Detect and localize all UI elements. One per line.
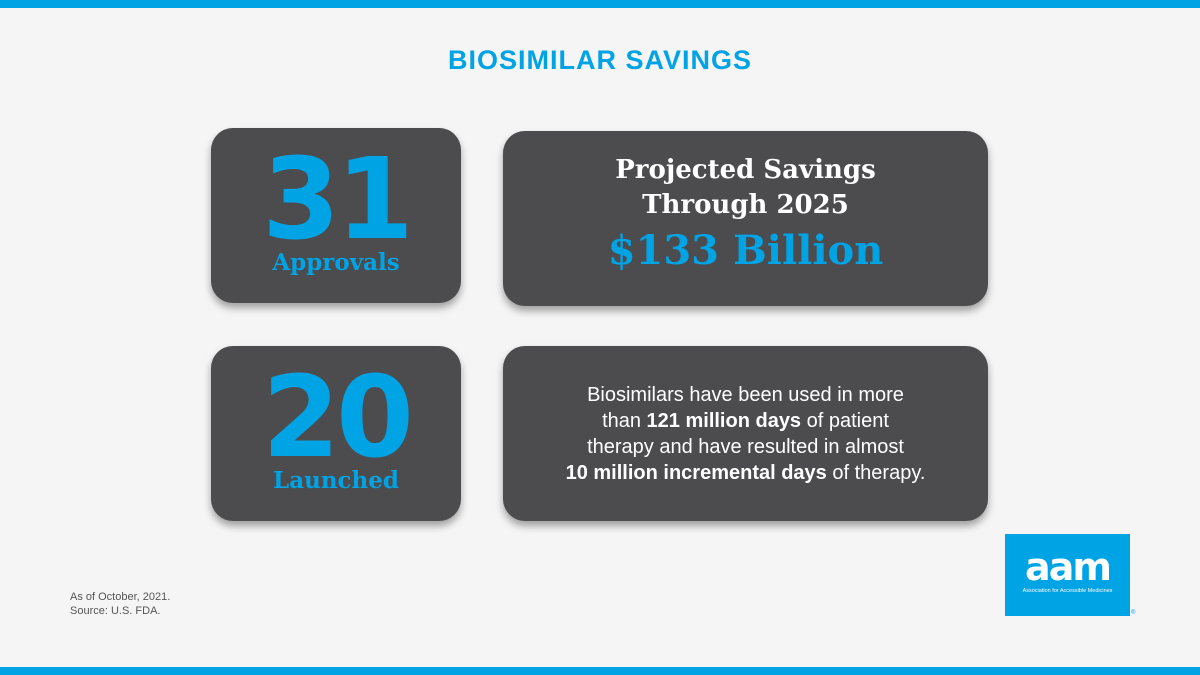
aam-logo-wordmark: aam: [1025, 545, 1112, 589]
info-days-used: 121 million days: [646, 409, 802, 432]
registered-mark: ®: [1131, 610, 1136, 616]
info-line-2: than 121 million days of patient: [566, 408, 926, 434]
info-line-2-suffix: of patient: [801, 409, 889, 432]
usage-info-text: Biosimilars have been used in more than …: [546, 382, 946, 486]
info-incremental-days: 10 million incremental days: [565, 461, 827, 484]
info-line-4-suffix: of therapy.: [826, 461, 926, 484]
savings-heading-line2: Through 2025: [642, 189, 849, 220]
savings-heading-line1: Projected Savings: [615, 154, 876, 185]
aam-logo: aam Association for Accessible Medicines: [1005, 534, 1130, 616]
footnote-source: Source: U.S. FDA.: [70, 605, 161, 617]
usage-info-card: Biosimilars have been used in more than …: [503, 346, 988, 521]
launched-count: 20: [262, 352, 414, 483]
savings-amount: $133 Billion: [607, 226, 884, 274]
info-line-3: therapy and have resulted in almost: [587, 435, 904, 458]
top-accent-bar: [0, 0, 1200, 8]
page-title: BIOSIMILAR SAVINGS: [447, 45, 753, 75]
info-line-4: 10 million incremental days of therapy.: [566, 460, 926, 486]
info-line-2-prefix: than: [602, 409, 647, 432]
aam-logo-subtitle: Association for Accessible Medicines: [1022, 588, 1113, 594]
footnote: As of October, 2021. Source: U.S. FDA.: [70, 590, 170, 618]
bottom-accent-bar: [0, 667, 1200, 675]
savings-card: Projected Savings Through 2025 $133 Bill…: [503, 131, 988, 306]
info-line-1: Biosimilars have been used in more: [587, 383, 904, 406]
approvals-count: 31: [262, 134, 414, 265]
approvals-card: 31 Approvals: [211, 128, 461, 303]
approvals-label: Approvals: [272, 248, 400, 276]
launched-card: 20 Launched: [211, 346, 461, 521]
launched-label: Launched: [273, 466, 399, 494]
footnote-date: As of October, 2021.: [70, 591, 171, 603]
savings-heading: Projected Savings Through 2025: [615, 153, 875, 223]
